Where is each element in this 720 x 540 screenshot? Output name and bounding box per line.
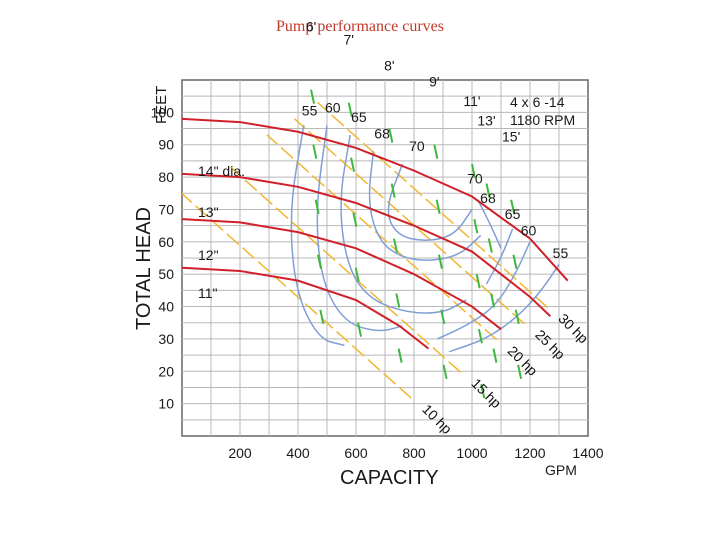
x-tick-label: 1000 <box>456 445 487 461</box>
x-tick-label: 800 <box>402 445 426 461</box>
npsh-marker <box>395 293 401 308</box>
head-curve-label: 14" dia. <box>198 163 245 179</box>
y-tick-label: 80 <box>158 169 174 185</box>
y-unit-label: FEET <box>153 86 170 124</box>
npsh-marker <box>471 163 476 179</box>
horsepower-line <box>266 134 498 341</box>
horsepower-line <box>182 192 412 399</box>
npsh-marker <box>437 254 443 269</box>
x-tick-label: 1400 <box>572 445 603 461</box>
npsh-marker <box>357 322 363 337</box>
efficiency-label: 68 <box>480 190 496 206</box>
npsh-marker <box>393 238 398 253</box>
x-tick-label: 200 <box>228 445 252 461</box>
y-tick-label: 20 <box>158 363 174 379</box>
npsh-marker <box>317 254 322 269</box>
horsepower-lines <box>182 101 549 399</box>
npsh-label: 9' <box>429 73 439 89</box>
y-tick-label: 90 <box>158 137 174 153</box>
horsepower-line <box>293 118 525 325</box>
head-curve <box>182 117 569 282</box>
npsh-marker <box>477 328 483 344</box>
npsh-marker <box>514 309 520 324</box>
efficiency-curve <box>340 134 467 314</box>
npsh-marker <box>310 89 316 104</box>
npsh-marker <box>492 348 498 363</box>
npsh-marker <box>388 128 394 143</box>
npsh-marker <box>475 273 481 289</box>
npsh-markers <box>310 89 523 399</box>
npsh-marker <box>352 212 358 227</box>
x-axis-label: CAPACITY <box>340 467 439 489</box>
npsh-marker <box>480 384 486 399</box>
y-tick-label: 60 <box>158 234 174 250</box>
npsh-marker <box>319 309 325 324</box>
npsh-label: 11' <box>463 93 480 109</box>
npsh-label: 13' <box>477 112 495 128</box>
head-curve <box>182 172 551 317</box>
efficiency-label: 70 <box>409 138 425 154</box>
npsh-marker <box>442 364 448 380</box>
head-curve <box>182 266 430 350</box>
npsh-marker <box>347 102 353 117</box>
head-curve <box>182 218 502 330</box>
y-axis-label: TOTAL HEAD <box>133 207 155 330</box>
y-tick-label: 50 <box>158 266 174 282</box>
npsh-marker <box>390 183 396 198</box>
efficiency-label: 55 <box>302 103 318 119</box>
head-curves <box>182 117 569 350</box>
horsepower-line <box>230 166 462 373</box>
efficiency-label: 68 <box>374 125 390 141</box>
efficiency-curve <box>485 228 514 285</box>
npsh-marker <box>440 309 446 324</box>
npsh-marker <box>485 183 491 198</box>
y-tick-label: 70 <box>158 201 174 217</box>
pump-speed-label: 1180 RPM <box>510 112 575 128</box>
x-tick-label: 600 <box>344 445 368 461</box>
efficiency-label: 65 <box>351 109 367 125</box>
efficiency-label: 65 <box>505 206 521 222</box>
npsh-marker <box>510 199 516 214</box>
efficiency-label: 55 <box>553 245 569 261</box>
x-tick-label: 1200 <box>514 445 545 461</box>
efficiency-label: 60 <box>325 99 341 115</box>
y-tick-label: 30 <box>158 331 174 347</box>
npsh-label: 6' <box>306 18 316 34</box>
efficiency-curve <box>368 151 482 261</box>
slide-title: Pump performance curves <box>276 18 444 35</box>
npsh-label: 15' <box>502 128 520 144</box>
npsh-marker <box>314 199 320 214</box>
horsepower-line <box>317 101 549 309</box>
x-tick-label: 400 <box>286 445 310 461</box>
efficiency-label: 70 <box>467 171 483 187</box>
npsh-marker <box>512 254 518 269</box>
head-curve-label: 13" <box>198 204 219 220</box>
efficiency-curve <box>387 163 473 241</box>
npsh-marker <box>517 364 523 380</box>
head-curve-label: 12" <box>198 247 219 263</box>
efficiency-curve <box>290 125 345 347</box>
head-curve-label: 11" <box>198 285 218 301</box>
npsh-marker <box>490 293 496 308</box>
y-tick-label: 40 <box>158 299 174 315</box>
y-tick-label: 10 <box>158 396 174 412</box>
npsh-marker <box>487 238 493 253</box>
npsh-marker <box>473 218 479 234</box>
efficiency-label: 60 <box>521 222 537 238</box>
npsh-marker <box>433 144 439 159</box>
npsh-marker <box>397 348 403 363</box>
npsh-marker <box>354 267 360 282</box>
efficiency-curve <box>316 125 403 332</box>
npsh-marker <box>312 144 318 159</box>
x-unit-label: GPM <box>545 462 577 478</box>
npsh-label: 7' <box>344 31 354 47</box>
npsh-marker <box>350 157 356 172</box>
npsh-label: 8' <box>384 57 394 73</box>
npsh-marker <box>435 199 441 214</box>
pump-size-label: 4 x 6 -14 <box>510 94 565 110</box>
y-tick-label: 100 <box>151 104 175 120</box>
efficiency-curves <box>290 125 560 353</box>
